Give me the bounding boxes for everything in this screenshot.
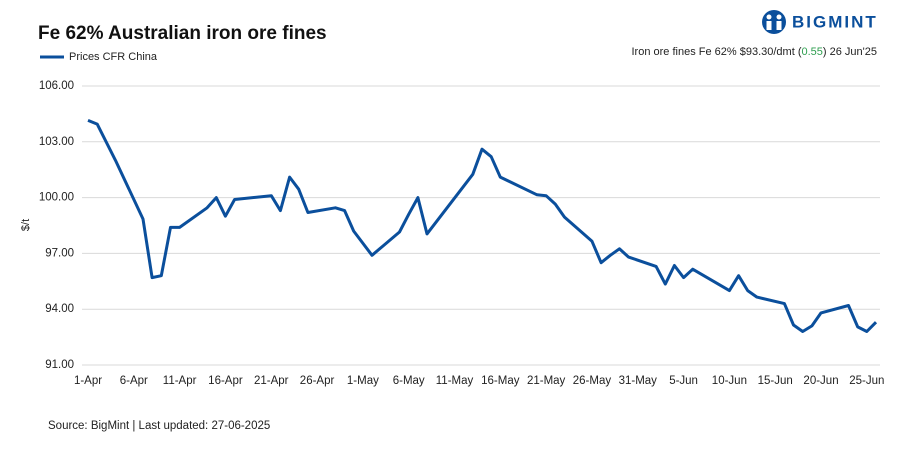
- x-tick-label: 21-May: [527, 375, 566, 387]
- x-tick-label: 16-May: [481, 375, 520, 387]
- y-tick-label: 106.00: [39, 80, 74, 92]
- y-tick-label: 103.00: [39, 136, 74, 148]
- y-tick-label: 91.00: [45, 359, 74, 371]
- x-tick-label: 5-Jun: [669, 375, 698, 387]
- logo: BIGMINT: [762, 10, 878, 34]
- x-tick-label: 31-May: [619, 375, 658, 387]
- x-tick-label: 15-Jun: [758, 375, 793, 387]
- annotation-text: Iron ore fines Fe 62% $93.30/dmt (: [632, 46, 802, 58]
- x-tick-label: 20-Jun: [803, 375, 838, 387]
- x-tick-label: 21-Apr: [254, 375, 289, 387]
- line: [87, 119, 878, 333]
- y-tick-label: 100.00: [39, 192, 74, 204]
- x-tick-label: 10-Jun: [712, 375, 747, 387]
- x-tick-label: 11-May: [436, 375, 474, 387]
- legend-label: Prices CFR China: [69, 51, 158, 63]
- x-tick-label: 6-Apr: [120, 375, 148, 387]
- x-tick-label: 1-May: [347, 375, 379, 387]
- x-tick-label: 26-May: [573, 375, 612, 387]
- x-tick-label: 16-Apr: [208, 375, 243, 387]
- x-tick-label: 26-Apr: [300, 375, 335, 387]
- x-tick-label: 25-Jun: [849, 375, 884, 387]
- source: Source: BigMint | Last updated: 27-06-20…: [48, 420, 270, 432]
- chart-title: Fe 62% Australian iron ore fines: [38, 23, 327, 44]
- x-tick-label: 1-Apr: [74, 375, 102, 387]
- annotation-text: ) 26 Jun'25: [823, 46, 877, 58]
- brand: BIGMINT: [792, 12, 878, 31]
- annotation: Iron ore fines Fe 62% $93.30/dmt (0.55) …: [632, 46, 878, 58]
- y-tick-label: 94.00: [45, 303, 74, 315]
- y-tick-label: 97.00: [45, 247, 74, 259]
- x-tick-label: 6-May: [393, 375, 425, 387]
- annotation-change: 0.55: [801, 46, 822, 58]
- x-tick-label: 11-Apr: [163, 375, 197, 387]
- y-axis-label: $/t: [20, 219, 32, 231]
